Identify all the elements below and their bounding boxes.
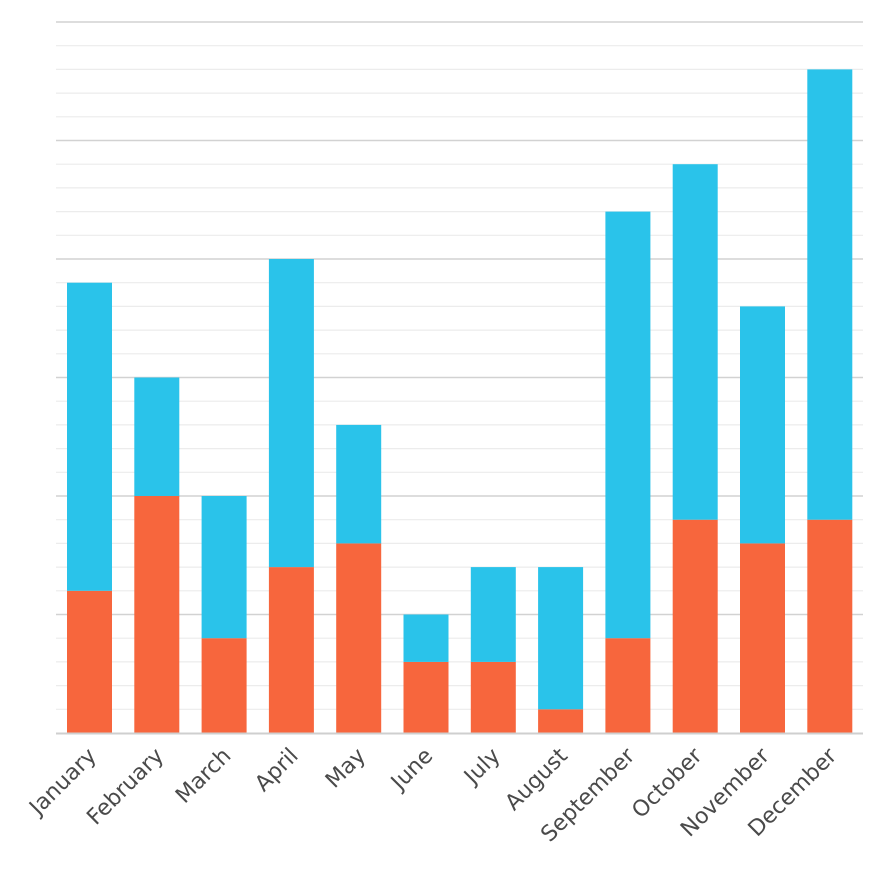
bars (67, 69, 853, 733)
bar-december-series-2 (807, 69, 853, 520)
bar-november-series-2 (740, 306, 785, 544)
bar-april-series-2 (268, 259, 314, 568)
bar-september-series-2 (605, 211, 651, 639)
bar-october-series-2 (672, 164, 718, 520)
gridlines (56, 21, 863, 710)
bar-august-series-1 (538, 709, 584, 733)
bar-may-series-2 (336, 424, 382, 544)
bar-august-series-2 (538, 567, 584, 710)
bar-march-series-2 (201, 496, 247, 639)
x-tick-label-july: July (458, 744, 505, 791)
bar-october-series-1 (672, 519, 718, 733)
bar-march-series-1 (201, 638, 247, 733)
x-tick-label-april: April (250, 744, 303, 797)
bar-september-series-1 (605, 638, 651, 733)
bar-june-series-2 (403, 614, 449, 662)
bar-february-series-1 (134, 496, 180, 733)
bar-july-series-1 (470, 661, 516, 733)
x-tick-label-june: June (385, 744, 438, 797)
bar-may-series-1 (336, 543, 382, 733)
bar-february-series-2 (134, 377, 180, 496)
bar-november-series-1 (740, 543, 785, 733)
bar-december-series-1 (807, 519, 853, 733)
x-tick-label-may: May (321, 744, 371, 794)
bar-june-series-1 (403, 661, 449, 733)
x-tick-label-march: March (171, 744, 236, 809)
bar-july-series-2 (470, 567, 516, 662)
bar-january-series-1 (67, 590, 112, 733)
bar-april-series-1 (268, 567, 314, 733)
bar-january-series-2 (67, 282, 112, 591)
